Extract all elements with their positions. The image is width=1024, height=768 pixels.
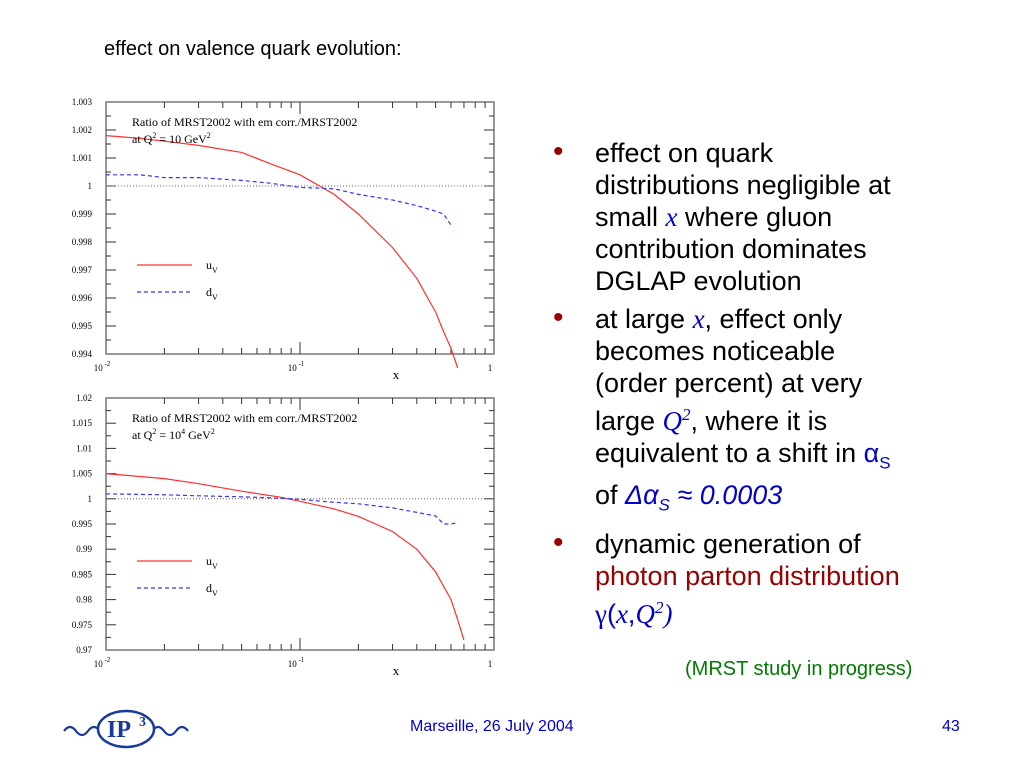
math-sup: 2	[654, 597, 664, 617]
y-tick-label: 1.005	[72, 469, 93, 479]
series-line-d-v	[106, 174, 452, 226]
math-sub: S	[879, 453, 891, 473]
x-tick-label: 10 -1	[288, 360, 305, 373]
series-line-u-v	[105, 135, 459, 369]
y-tick-label: 0.994	[72, 349, 93, 359]
chart-title: Ratio of MRST2002 with em corr./MRST2002	[132, 411, 357, 425]
logo-text: IP	[107, 717, 131, 743]
math-q: Q	[635, 598, 655, 629]
x-tick-label: 10 -2	[94, 360, 111, 373]
bullet-item-1: • effect on quark distributions negligib…	[553, 137, 1008, 297]
math-q: Q	[662, 406, 683, 436]
x-tick-label: 1	[488, 659, 493, 669]
x-axis-label: x	[393, 367, 400, 382]
y-tick-label: 0.997	[72, 265, 93, 275]
bullet-marker: •	[553, 301, 564, 334]
bullet-list: • effect on quark distributions negligib…	[553, 137, 1008, 636]
logo-sup: 3	[139, 715, 146, 730]
bullet-item-2: • at large x, effect only becomes notice…	[553, 303, 1008, 522]
bullet-line: at large	[595, 304, 693, 334]
bullet-marker: •	[553, 135, 564, 168]
plot-top-q2-10: 1.003 1.002 1.001 1 0.999 0.998 0.997 0.996 0.99…	[40, 92, 510, 384]
bullet-text-1: effect on quark distributions negligible…	[595, 137, 891, 297]
bullet-line: small	[595, 202, 666, 232]
math-gamma: γ	[595, 598, 607, 629]
math-sub: S	[658, 495, 670, 515]
y-tick-label: 0.99	[76, 544, 92, 554]
bullet-line: (order percent) at very	[595, 368, 863, 398]
bullet-item-3: • dynamic generation of photon parton di…	[553, 525, 1008, 630]
y-tick-label: 1.003	[72, 97, 93, 107]
highlight-text: photon parton distribution	[595, 560, 900, 591]
bullet-line: equivalent to a shift in	[595, 438, 864, 468]
bullet-text-2: at large x, effect only becomes noticeab…	[595, 303, 891, 522]
x-tick-label: 1	[488, 363, 493, 373]
chart-subtitle: at Q2 = 104 GeV2	[132, 427, 215, 442]
series-line-d-v	[105, 493, 458, 525]
chart-svg-top: 1.003 1.002 1.001 1 0.999 0.998 0.997 0.996 0.99…	[72, 97, 495, 382]
x-axis-label: x	[393, 663, 400, 678]
math-alpha: α	[863, 438, 880, 468]
legend-label: dV	[206, 285, 218, 302]
y-tick-label: 0.995	[72, 519, 93, 529]
bullet-text-3: dynamic generation of photon parton dist…	[595, 528, 900, 630]
y-tick-label: 0.995	[72, 321, 93, 331]
math-comma: ,	[627, 598, 636, 629]
bullet-line: contribution dominates	[595, 234, 867, 264]
math-sup: 2	[682, 405, 691, 424]
bullet-line: , effect only	[704, 304, 843, 334]
math-x: x	[665, 202, 678, 232]
y-tick-label: 0.975	[72, 620, 93, 630]
y-tick-label: 1.015	[72, 418, 93, 428]
legend-label: uV	[206, 554, 218, 571]
y-tick-label: 1.002	[72, 125, 92, 135]
math-delta-alpha: Δα	[625, 480, 659, 511]
y-tick-label: 0.985	[72, 569, 93, 579]
math-value: ≈ 0.0003	[669, 480, 783, 511]
page-number: 43	[942, 718, 960, 735]
y-tick-label: 1	[88, 494, 93, 504]
status-note: (MRST study in progress)	[685, 658, 913, 680]
y-tick-label: 0.996	[72, 293, 93, 303]
legend-label: uV	[206, 258, 218, 275]
math-x: x	[615, 598, 628, 629]
chart-title: Ratio of MRST2002 with em corr./MRST2002	[132, 115, 357, 129]
x-tick-label: 10 -2	[94, 656, 111, 669]
math-x: x	[692, 304, 705, 334]
y-tick-label: 0.998	[72, 237, 93, 247]
bullet-line: DGLAP evolution	[595, 266, 802, 296]
bullet-line: effect on quark	[595, 138, 774, 168]
y-tick-label: 1	[88, 181, 93, 191]
bullet-line: of	[595, 480, 626, 511]
math-paren: (	[606, 598, 616, 629]
series-line-u-v	[105, 473, 465, 641]
bullet-line: large	[595, 406, 663, 436]
slide-title: effect on valence quark evolution:	[104, 38, 402, 60]
chart-svg-bottom: 1.02 1.015 1.01 1.005 1 0.995 0.99 0.985 0.98 0.9…	[72, 393, 495, 678]
y-tick-label: 0.97	[76, 645, 92, 655]
bullet-line: becomes noticeable	[595, 336, 836, 366]
chart-subtitle: at Q2 = 10 GeV2	[132, 131, 211, 146]
x-tick-label: 10 -1	[288, 656, 305, 669]
y-tick-label: 1.01	[76, 443, 92, 453]
bullet-line: where gluon	[677, 202, 833, 232]
plot-bottom-q2-10e4: 1.02 1.015 1.01 1.005 1 0.995 0.99 0.985 0.98 0.9…	[40, 388, 510, 680]
bullet-line: distributions negligible at	[595, 170, 891, 200]
y-tick-label: 1.02	[76, 393, 92, 403]
y-tick-label: 0.999	[72, 209, 93, 219]
bullet-line: , where it is	[690, 406, 828, 436]
bullet-marker: •	[553, 525, 564, 559]
footer-location-date: Marseille, 26 July 2004	[410, 718, 574, 735]
ip3-logo: IP 3	[63, 709, 189, 749]
bullet-line: dynamic generation of	[595, 528, 861, 559]
y-tick-label: 0.98	[76, 595, 92, 605]
legend-label: dV	[206, 581, 218, 598]
math-paren: )	[663, 598, 673, 629]
y-tick-label: 1.001	[72, 153, 92, 163]
